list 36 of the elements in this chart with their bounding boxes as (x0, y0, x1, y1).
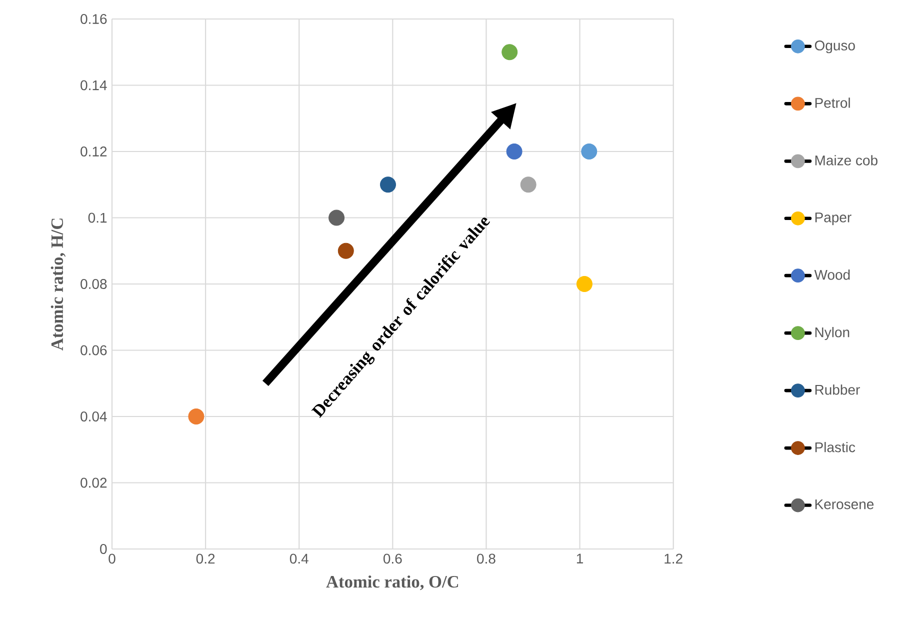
legend-label: Oguso (814, 40, 855, 54)
x-tick-label: 1 (576, 554, 583, 564)
y-tick-label: 0 (100, 544, 107, 554)
y-tick-label: 0.1 (88, 212, 107, 223)
legend-label: Maize cob (815, 155, 878, 166)
point (380, 176, 396, 193)
legend-label: Petrol (815, 98, 850, 108)
point (506, 143, 522, 160)
y-axis-title: Atomic ratio, H/C (50, 218, 66, 350)
y-tick-label: 0.08 (80, 279, 107, 289)
x-tick-label: 0.6 (383, 554, 402, 564)
point (338, 242, 354, 259)
point (328, 210, 345, 226)
y-tick-label: 0.06 (80, 345, 107, 356)
legend-label: Rubber (815, 384, 860, 395)
point (188, 408, 204, 425)
x-tick-label: 0.2 (196, 554, 215, 564)
legend-label: Kerosene (815, 499, 874, 510)
legend-label: Paper (815, 212, 852, 226)
x-tick-label: 0 (108, 554, 116, 564)
legend-label: Nylon (815, 327, 850, 340)
legend-label: Plastic (815, 442, 856, 452)
x-tick-label: 1.2 (664, 554, 682, 564)
x-tick-label: 0.8 (477, 554, 496, 564)
point (520, 176, 536, 193)
point (581, 143, 598, 160)
point (502, 44, 518, 60)
x-tick-label: 0.4 (290, 554, 308, 564)
point (576, 276, 592, 292)
y-tick-label: 0.02 (80, 478, 107, 488)
y-tick-label: 0.04 (80, 412, 107, 422)
y-tick-label: 0.16 (80, 14, 107, 24)
x-axis-title: Atomic ratio, O/C (326, 575, 458, 590)
y-tick-label: 0.14 (80, 80, 107, 90)
legend-label: Wood (814, 270, 850, 280)
y-tick-label: 0.12 (80, 146, 107, 156)
